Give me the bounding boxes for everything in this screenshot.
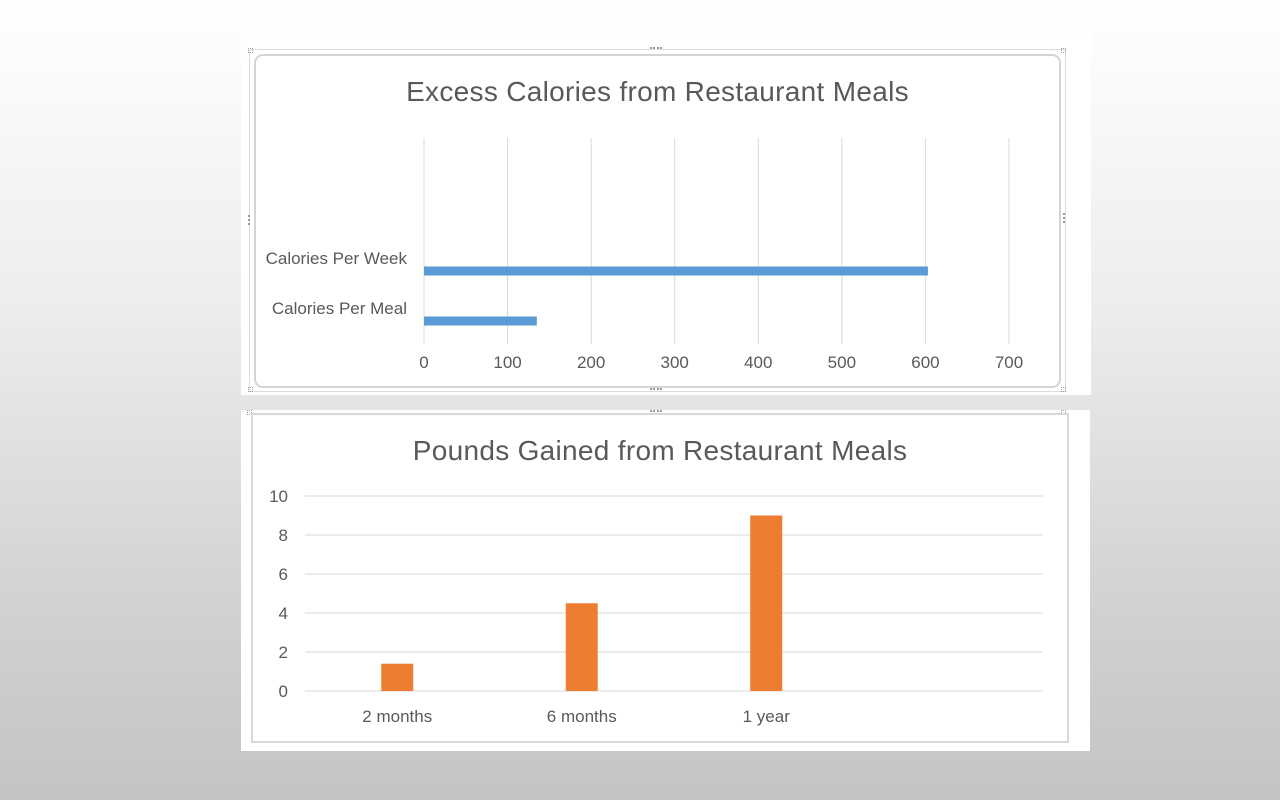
y-tick-label: 4 bbox=[279, 604, 288, 623]
resize-handle-top-left[interactable] bbox=[248, 48, 253, 53]
x-tick-label: 700 bbox=[995, 353, 1023, 372]
x-tick-label: 600 bbox=[911, 353, 939, 372]
chart-title: Excess Calories from Restaurant Meals bbox=[406, 76, 909, 107]
category-label: 2 months bbox=[362, 707, 432, 726]
x-tick-label: 400 bbox=[744, 353, 772, 372]
bar bbox=[381, 663, 414, 691]
x-tick-label: 200 bbox=[577, 353, 605, 372]
bar bbox=[565, 603, 598, 691]
bar bbox=[424, 316, 537, 326]
x-tick-label: 100 bbox=[493, 353, 521, 372]
y-tick-label: 0 bbox=[279, 682, 288, 701]
resize-handle-left[interactable] bbox=[248, 215, 252, 225]
resize-handle-bottom[interactable] bbox=[650, 388, 662, 394]
y-tick-label: 2 bbox=[279, 643, 288, 662]
resize-handle-right[interactable] bbox=[1063, 213, 1067, 223]
y-tick-label: 10 bbox=[269, 487, 288, 506]
x-tick-label: 500 bbox=[828, 353, 856, 372]
category-label: Calories Per Meal bbox=[272, 299, 407, 318]
chart-area-calories[interactable]: Excess Calories from Restaurant Meals 0 1… bbox=[254, 54, 1061, 388]
resize-handle-bottom-left[interactable] bbox=[248, 387, 253, 392]
resize-handle-bottom-right[interactable] bbox=[1061, 387, 1066, 392]
resize-handle-top-right[interactable] bbox=[1061, 48, 1066, 53]
resize-handle-top-left[interactable] bbox=[247, 410, 252, 415]
chart-title: Pounds Gained from Restaurant Meals bbox=[412, 435, 908, 466]
bar bbox=[750, 515, 783, 691]
x-tick-label: 0 bbox=[419, 353, 428, 372]
pounds-column-chart: 0 2 4 6 8 10 2 months 6 months 1 year bbox=[269, 487, 1043, 726]
category-label: 6 months bbox=[547, 707, 617, 726]
chart-area-pounds[interactable]: Pounds Gained from Restaurant Meals 0 2 4 6… bbox=[251, 413, 1069, 743]
category-label: Calories Per Week bbox=[266, 249, 408, 268]
chart-panel-calories: Excess Calories from Restaurant Meals 0 1… bbox=[241, 33, 1091, 395]
category-label: 1 year bbox=[743, 707, 791, 726]
y-tick-label: 6 bbox=[279, 565, 288, 584]
x-tick-label: 300 bbox=[661, 353, 689, 372]
chart-panel-pounds: Pounds Gained from Restaurant Meals 0 2 4 6… bbox=[241, 410, 1090, 751]
resize-handle-top[interactable] bbox=[650, 410, 662, 416]
bar bbox=[424, 266, 928, 276]
y-tick-label: 8 bbox=[279, 526, 288, 545]
resize-handle-top[interactable] bbox=[650, 47, 662, 53]
calories-bar-chart: 0 100 200 300 400 500 600 700 Calories Per Meal C… bbox=[266, 138, 1023, 372]
